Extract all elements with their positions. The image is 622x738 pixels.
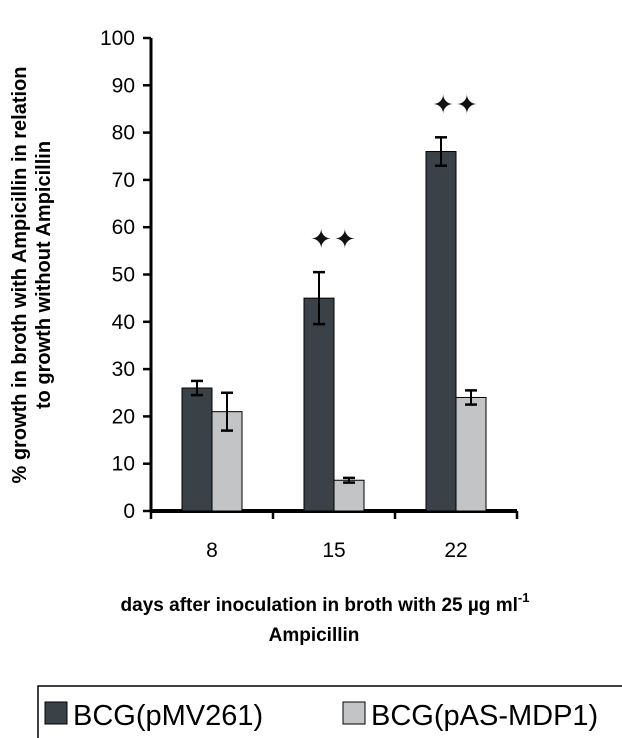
significance-marker: ✦✦ — [310, 224, 358, 254]
bar — [425, 151, 457, 512]
y-tick-label: 50 — [112, 264, 135, 287]
y-tick-label: 100 — [100, 27, 135, 50]
legend-label-series-2: BCG(pAS-MDP1) — [371, 700, 598, 732]
y-tick-label: 0 — [123, 500, 135, 523]
x-tick-label: 15 — [322, 539, 345, 562]
bar — [333, 479, 365, 512]
bars — [181, 151, 487, 512]
significance-markers: ✦✦ ✦✦ — [310, 89, 480, 254]
significance-marker: ✦✦ — [432, 89, 480, 119]
x-tick-label: 8 — [206, 539, 218, 562]
bar — [303, 297, 335, 512]
y-axis-label: % growth in broth with Ampicillin in rel… — [9, 66, 55, 483]
legend-frame — [37, 685, 622, 738]
y-tick-label: 30 — [112, 358, 135, 381]
legend-swatch-series-2 — [342, 701, 366, 725]
legend-swatch-series-1 — [44, 701, 68, 725]
y-tick-label: 10 — [112, 453, 135, 476]
y-tick-label: 90 — [112, 74, 135, 97]
x-tick-label: 22 — [444, 539, 467, 562]
y-tick-label: 60 — [112, 216, 135, 239]
legend: BCG(pMV261) BCG(pAS-MDP1) — [37, 685, 622, 738]
bar — [455, 396, 487, 512]
bar — [181, 387, 213, 512]
y-tick-label: 80 — [112, 122, 135, 145]
y-tick-label: 70 — [112, 169, 135, 192]
legend-label-series-1: BCG(pMV261) — [73, 700, 263, 732]
y-axis-label-line2: to growth without Ampicillin — [33, 141, 55, 409]
x-axis-label-line2: Ampicillin — [269, 625, 360, 646]
y-axis-label-line1: % growth in broth with Ampicillin in rel… — [9, 66, 31, 483]
y-tick-label: 20 — [112, 405, 135, 428]
y-tick-label: 40 — [112, 311, 135, 334]
error-bars — [191, 136, 477, 484]
x-axis-label-line1: days after inoculation in broth with 25 … — [121, 590, 530, 616]
